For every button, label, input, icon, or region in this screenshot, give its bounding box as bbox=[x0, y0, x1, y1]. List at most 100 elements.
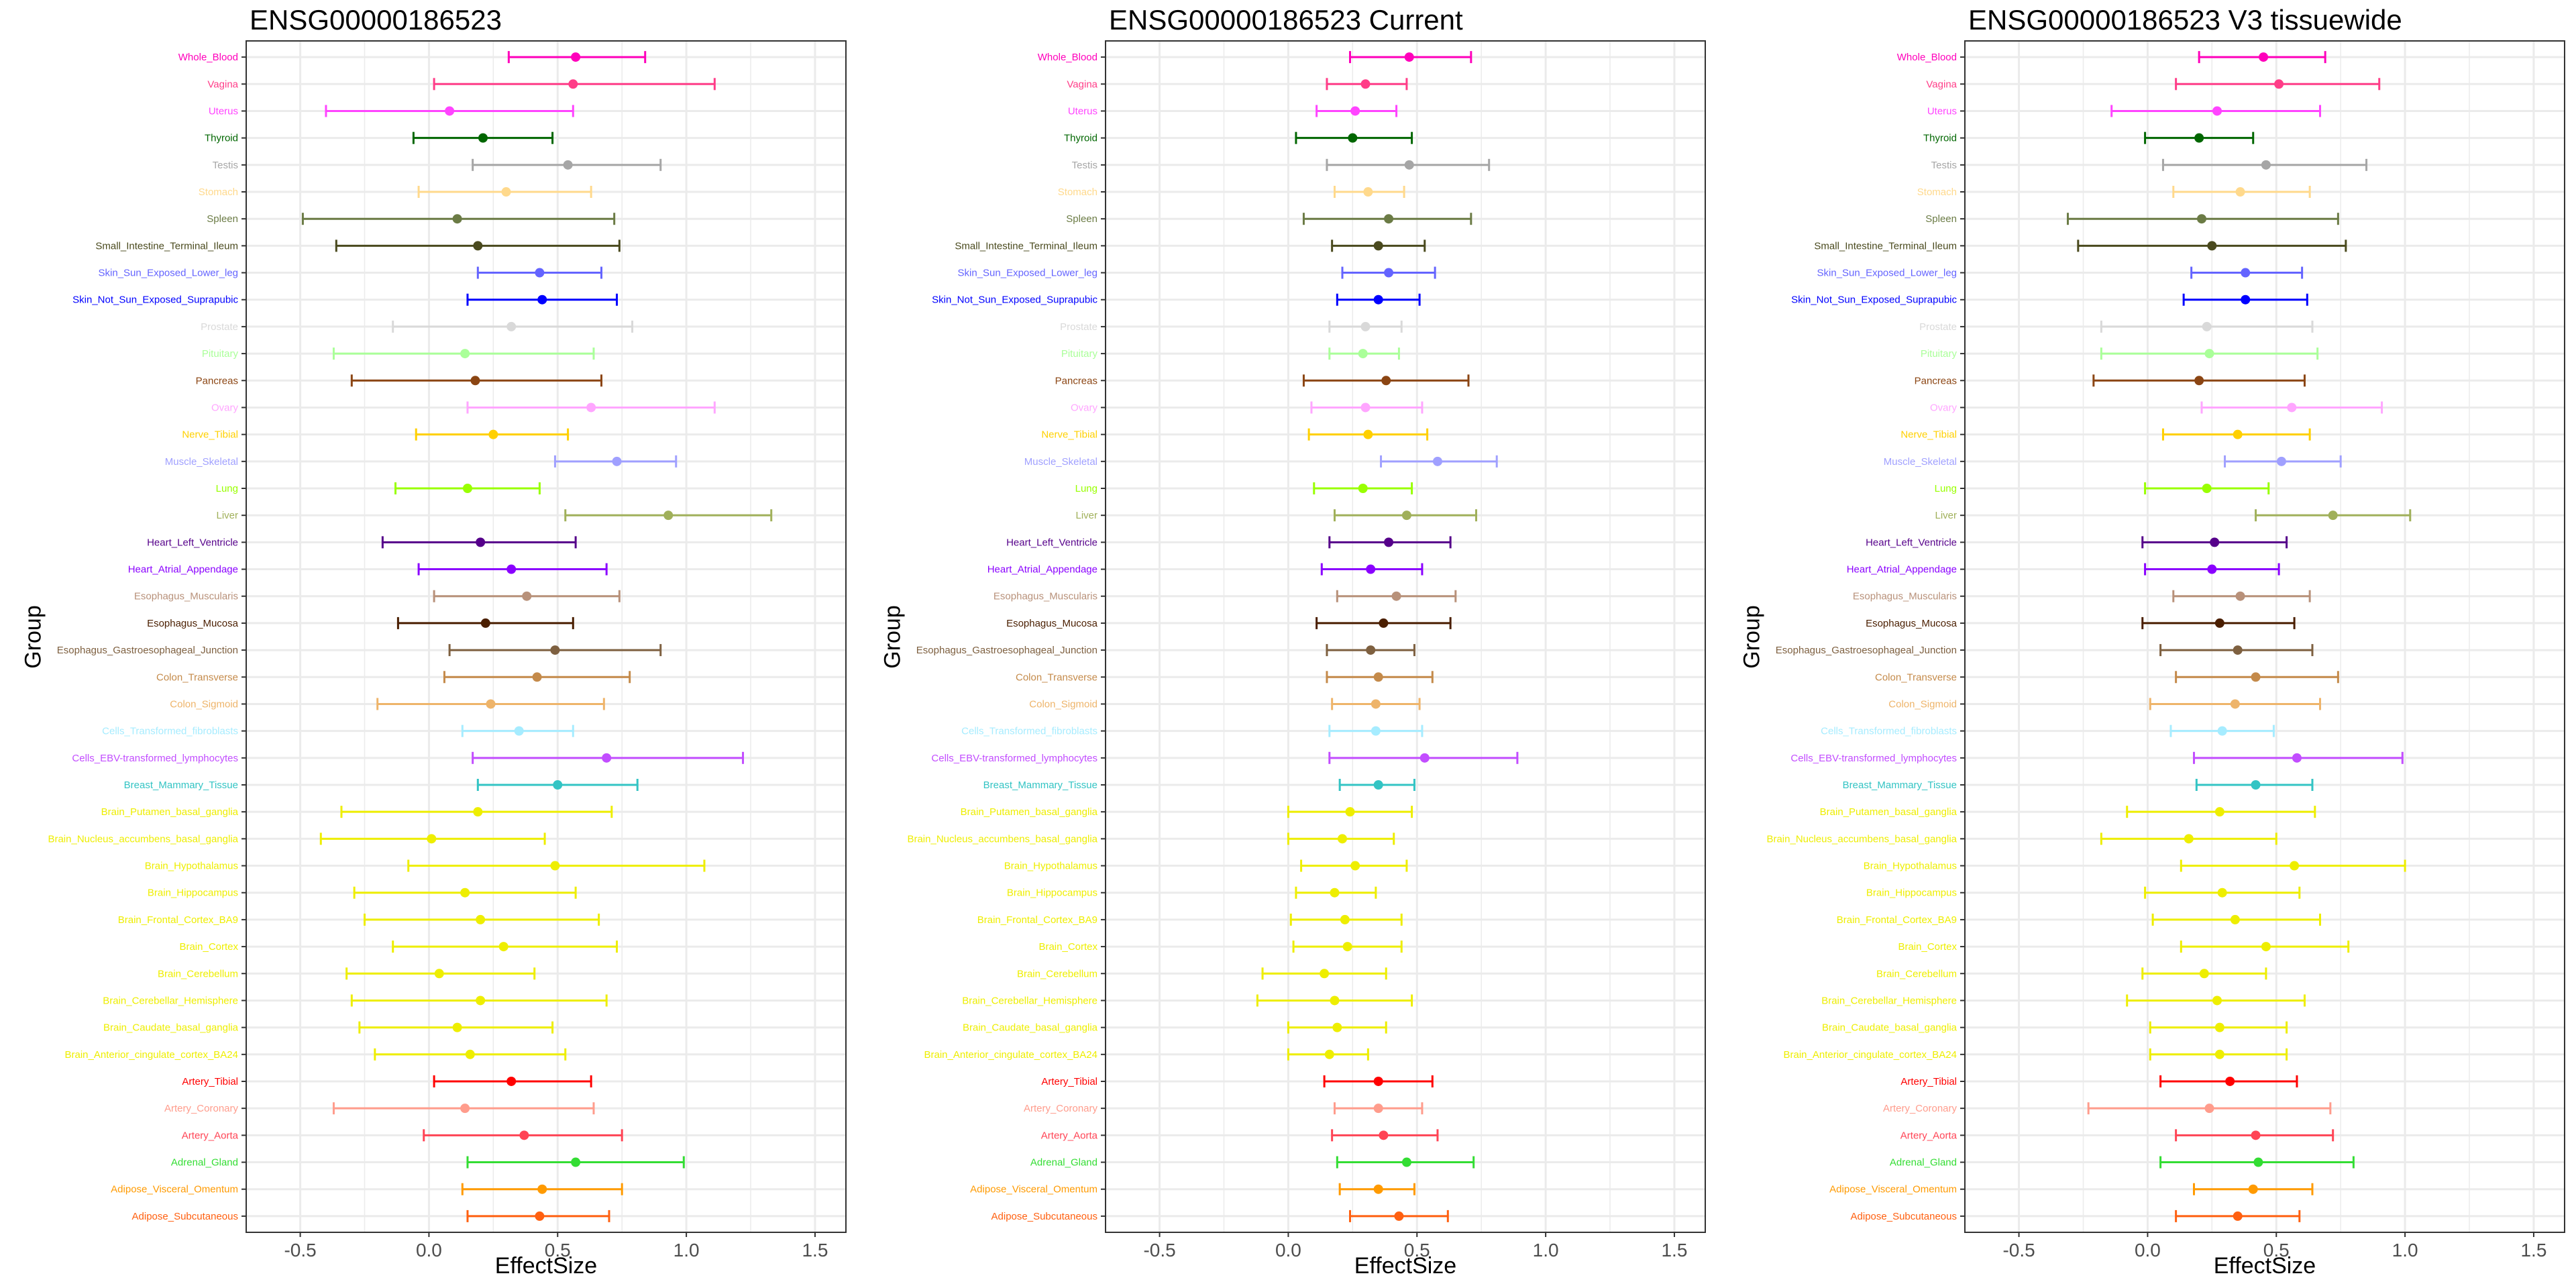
y-tick-label: Brain_Putamen_basal_ganglia bbox=[101, 806, 239, 818]
panel-title: ENSG00000186523 V3 tissuewide bbox=[1968, 4, 2402, 36]
y-axis-label: Group bbox=[879, 605, 906, 669]
point-estimate bbox=[1371, 699, 1381, 709]
point-estimate bbox=[434, 969, 444, 979]
point-estimate bbox=[1350, 861, 1360, 871]
y-tick-label: Brain_Cerebellar_Hemisphere bbox=[962, 995, 1097, 1006]
x-tick-label: -0.5 bbox=[284, 1240, 316, 1260]
y-tick-label: Small_Intestine_Terminal_Ileum bbox=[95, 240, 238, 252]
point-estimate bbox=[2184, 834, 2194, 844]
point-estimate bbox=[1330, 996, 1340, 1006]
y-tick-label: Brain_Cortex bbox=[1898, 941, 1957, 953]
y-tick-label: Pancreas bbox=[1055, 375, 1097, 386]
y-tick-label: Esophagus_Gastroesophageal_Junction bbox=[57, 645, 238, 656]
point-estimate bbox=[1373, 294, 1383, 305]
point-estimate bbox=[2230, 699, 2240, 709]
forest-plot-3: Whole_Blood Vagina Uterus Thyroid Testis Stom… bbox=[1766, 40, 2565, 1260]
y-tick-label: Skin_Not_Sun_Exposed_Suprapubic bbox=[1791, 294, 1957, 306]
plot-background bbox=[246, 41, 846, 1232]
point-estimate bbox=[473, 807, 483, 817]
y-tick-label: Stomach bbox=[1917, 186, 1957, 198]
y-tick-label: Breast_Mammary_Tissue bbox=[1843, 780, 1957, 791]
point-estimate bbox=[445, 106, 455, 116]
point-estimate bbox=[1360, 321, 1371, 331]
x-axis-label: EffectSize bbox=[1354, 1253, 1457, 1279]
point-estimate bbox=[1348, 133, 1358, 143]
y-tick-label: Adipose_Visceral_Omentum bbox=[1829, 1184, 1957, 1195]
y-tick-label: Cells_EBV-transformed_lymphocytes bbox=[72, 753, 238, 764]
y-tick-label: Brain_Cortex bbox=[179, 941, 238, 953]
y-tick-label: Cells_Transformed_fibroblasts bbox=[961, 726, 1097, 737]
y-tick-label: Pancreas bbox=[196, 375, 238, 386]
plot-border bbox=[1964, 40, 2565, 1233]
y-tick-label: Spleen bbox=[207, 213, 238, 225]
point-estimate bbox=[602, 753, 612, 763]
point-estimate bbox=[1432, 456, 1442, 466]
point-estimate bbox=[1358, 484, 1368, 494]
x-tick-label: 1.5 bbox=[802, 1240, 828, 1260]
point-estimate bbox=[2204, 349, 2214, 359]
point-estimate bbox=[519, 1130, 529, 1140]
y-tick-label: Nerve_Tibial bbox=[1041, 429, 1097, 441]
y-tick-label: Vagina bbox=[1926, 78, 1957, 90]
point-estimate bbox=[2214, 1022, 2224, 1032]
y-tick-label: Brain_Nucleus_accumbens_basal_ganglia bbox=[48, 833, 238, 845]
y-tick-label: Brain_Cerebellar_Hemisphere bbox=[1821, 995, 1957, 1006]
y-tick-label: Esophagus_Muscularis bbox=[134, 591, 238, 602]
y-tick-label: Small_Intestine_Terminal_Ileum bbox=[1814, 240, 1957, 252]
x-tick-label: 0.0 bbox=[1275, 1240, 1301, 1260]
y-tick-label: Stomach bbox=[1058, 186, 1097, 198]
y-tick-label: Esophagus_Mucosa bbox=[1866, 618, 1957, 629]
y-tick-label: Brain_Anterior_cingulate_cortex_BA24 bbox=[65, 1049, 239, 1061]
y-tick-label: Brain_Cortex bbox=[1038, 941, 1097, 953]
y-tick-label: Thyroid bbox=[1064, 133, 1097, 144]
point-estimate bbox=[1404, 52, 1414, 62]
point-estimate bbox=[1394, 1211, 1404, 1221]
point-estimate bbox=[460, 349, 470, 359]
point-estimate bbox=[476, 537, 486, 547]
y-tick-label: Vagina bbox=[1067, 78, 1097, 90]
y-tick-label: Adipose_Subcutaneous bbox=[991, 1211, 1097, 1222]
panel-2: Whole_Blood Vagina Uterus Thyroid Testis Stom… bbox=[859, 0, 1718, 1288]
point-estimate bbox=[498, 942, 508, 952]
x-tick-label: 0.0 bbox=[416, 1240, 442, 1260]
y-tick-label: Artery_Aorta bbox=[1041, 1130, 1098, 1141]
point-estimate bbox=[2202, 321, 2212, 331]
point-estimate bbox=[514, 726, 524, 736]
y-tick-label: Skin_Not_Sun_Exposed_Suprapubic bbox=[72, 294, 238, 306]
y-tick-label: Esophagus_Muscularis bbox=[994, 591, 1097, 602]
y-tick-label: Brain_Hypothalamus bbox=[1004, 861, 1097, 872]
x-tick-label: 1.5 bbox=[2520, 1240, 2546, 1260]
point-estimate bbox=[1401, 511, 1411, 521]
point-estimate bbox=[2259, 52, 2269, 62]
y-tick-label: Brain_Caudate_basal_ganglia bbox=[103, 1022, 239, 1034]
point-estimate bbox=[460, 888, 470, 898]
point-estimate bbox=[1324, 1049, 1334, 1059]
y-tick-label: Prostate bbox=[201, 321, 238, 333]
x-tick-label: 0.5 bbox=[2263, 1240, 2290, 1260]
point-estimate bbox=[2194, 133, 2204, 143]
y-tick-label: Ovary bbox=[1071, 402, 1098, 413]
point-estimate bbox=[2251, 780, 2261, 790]
point-estimate bbox=[2233, 1211, 2243, 1221]
point-estimate bbox=[1379, 1130, 1389, 1140]
y-tick-label: Artery_Coronary bbox=[1024, 1103, 1098, 1114]
point-estimate bbox=[2276, 456, 2286, 466]
point-estimate bbox=[2241, 294, 2251, 305]
point-estimate bbox=[2290, 861, 2300, 871]
y-tick-label: Artery_Tibial bbox=[1041, 1076, 1097, 1087]
y-tick-label: Pituitary bbox=[202, 348, 239, 360]
point-estimate bbox=[2235, 187, 2245, 197]
y-tick-label: Esophagus_Gastroesophageal_Junction bbox=[1776, 645, 1957, 656]
point-estimate bbox=[2199, 969, 2209, 979]
y-tick-label: Artery_Aorta bbox=[1900, 1130, 1957, 1141]
y-axis-label: Group bbox=[20, 605, 46, 669]
point-estimate bbox=[550, 645, 560, 655]
point-estimate bbox=[1366, 564, 1376, 574]
x-tick-label: 1.0 bbox=[1533, 1240, 1559, 1260]
x-tick-label: 1.0 bbox=[674, 1240, 700, 1260]
point-estimate bbox=[2328, 511, 2338, 521]
point-estimate bbox=[1360, 79, 1371, 89]
point-estimate bbox=[1373, 672, 1383, 682]
point-estimate bbox=[1373, 241, 1383, 251]
point-estimate bbox=[473, 241, 483, 251]
